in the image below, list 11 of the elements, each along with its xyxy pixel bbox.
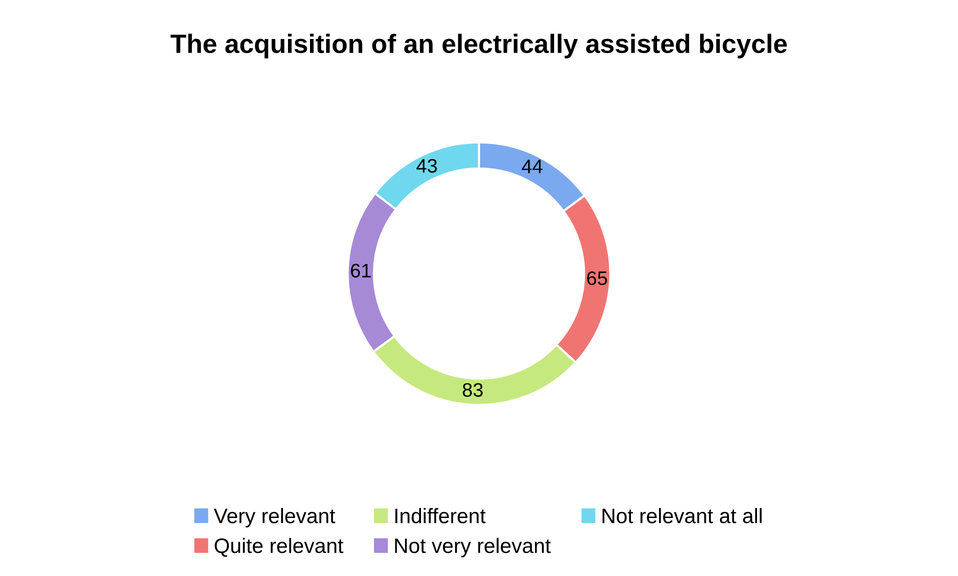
chart-title: The acquisition of an electrically assisted bicycle [170, 34, 787, 58]
data-label: 83 [462, 383, 483, 397]
legend-label: Very relevant [214, 508, 336, 528]
legend-label: Indifferent [395, 508, 486, 524]
legend-label: Quite relevant [214, 538, 344, 557]
legend-label: Not very relevant [395, 538, 551, 558]
data-label: 65 [587, 271, 608, 286]
data-label: 61 [350, 264, 371, 278]
data-label: 44 [522, 160, 542, 174]
data-label: 43 [416, 158, 437, 173]
legend-label: Not relevant at all [602, 508, 762, 524]
